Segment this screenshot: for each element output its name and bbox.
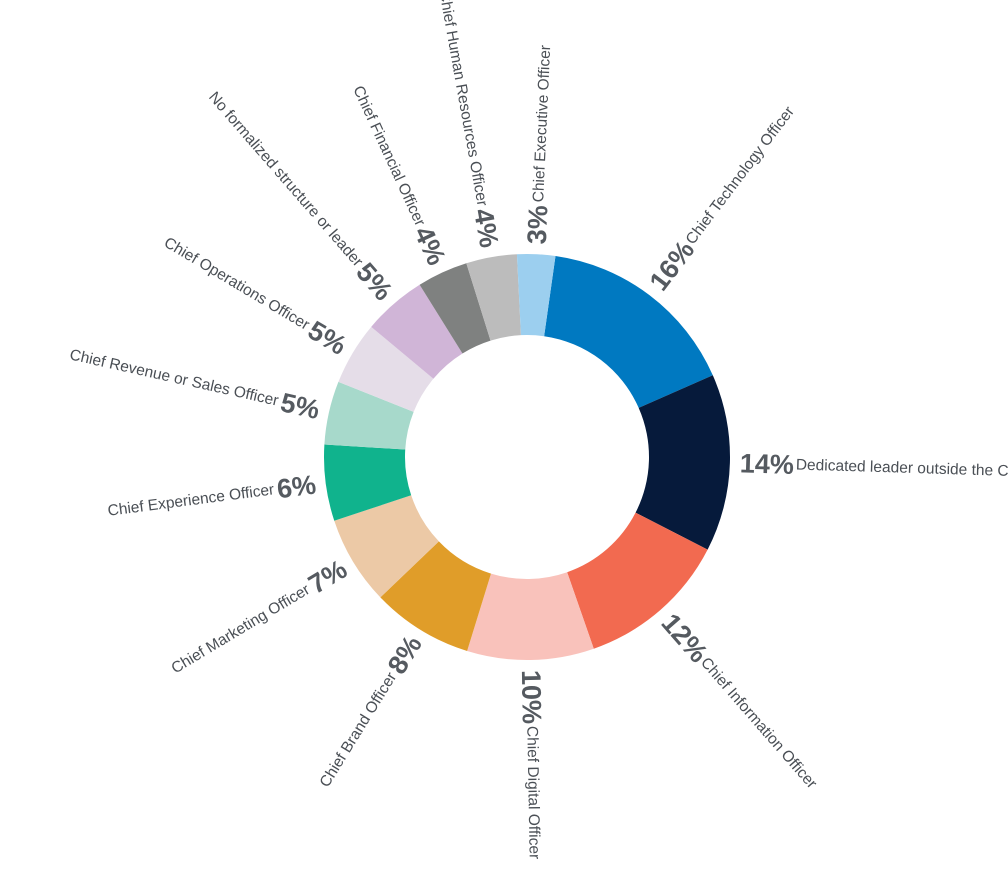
slice-chief-digital-officer bbox=[467, 572, 594, 660]
slice-chief-technology-officer bbox=[544, 256, 713, 408]
value-label-chief-experience-officer: 6% bbox=[275, 470, 318, 505]
category-label-chief-executive-officer: Chief Executive Officer bbox=[530, 45, 554, 203]
category-label-chief-marketing-officer: Chief Marketing Officer bbox=[169, 581, 313, 677]
category-label-chief-revenue-or-sales-officer: Chief Revenue or Sales Officer bbox=[68, 346, 280, 409]
slice-chief-experience-officer bbox=[324, 444, 412, 521]
slice-dedicated-leader-outside-the-c-suite bbox=[635, 375, 730, 550]
value-label-chief-financial-officer: 4% bbox=[408, 222, 452, 270]
category-label-chief-brand-officer: Chief Brand Officer bbox=[317, 669, 401, 790]
category-label-chief-human-resources-officer: Chief Human Resources Officer bbox=[435, 0, 490, 207]
category-label-no-formalized-structure-or-leader: No formalized structure or leader bbox=[205, 89, 366, 270]
value-label-chief-revenue-or-sales-officer: 5% bbox=[278, 387, 323, 425]
donut-slices bbox=[324, 254, 730, 660]
slice-chief-executive-officer bbox=[516, 254, 556, 337]
category-label-chief-experience-officer: Chief Experience Officer bbox=[107, 481, 276, 519]
category-label-chief-information-officer: Chief Information Officer bbox=[697, 654, 820, 792]
slice-chief-information-officer bbox=[567, 512, 708, 649]
slice-chief-brand-officer bbox=[380, 541, 492, 651]
category-label-dedicated-leader-outside-the-c-suite: Dedicated leader outside the C-suite bbox=[796, 456, 1008, 480]
category-label-chief-technology-officer: Chief Technology Officer bbox=[683, 103, 798, 247]
value-label-dedicated-leader-outside-the-c-suite: 14% bbox=[739, 448, 794, 480]
category-label-chief-financial-officer: Chief Financial Officer bbox=[349, 83, 428, 228]
slice-no-formalized-structure-or-leader bbox=[371, 284, 463, 379]
category-label-chief-digital-officer: Chief Digital Officer bbox=[523, 726, 542, 860]
value-label-chief-human-resources-officer: 4% bbox=[468, 206, 504, 250]
value-label-chief-digital-officer: 10% bbox=[516, 670, 547, 725]
category-label-chief-operations-officer: Chief Operations Officer bbox=[161, 234, 312, 334]
slice-chief-revenue-or-sales-officer bbox=[324, 381, 414, 450]
value-label-chief-executive-officer: 3% bbox=[522, 205, 554, 245]
slice-chief-marketing-officer bbox=[334, 495, 439, 598]
slice-chief-human-resources-officer bbox=[466, 254, 521, 341]
slice-chief-financial-officer bbox=[419, 263, 491, 354]
slice-chief-operations-officer bbox=[338, 326, 434, 412]
